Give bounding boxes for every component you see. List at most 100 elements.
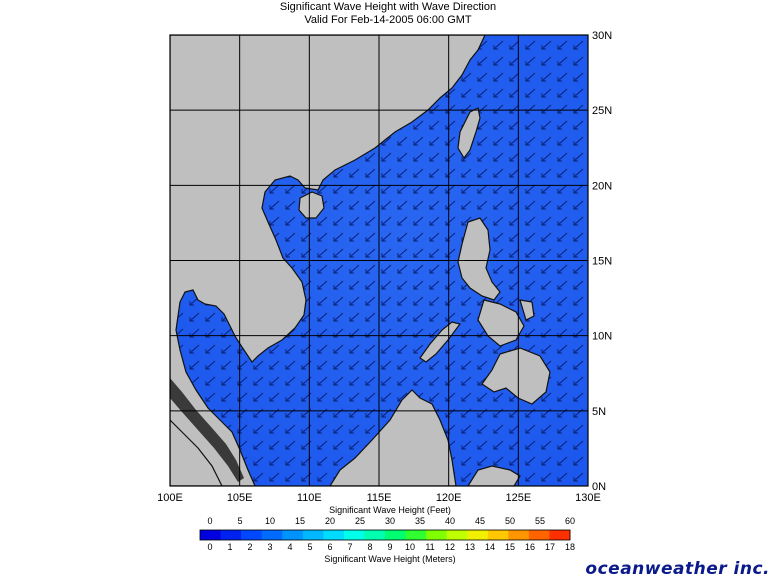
wave-arrow [493, 88, 504, 98]
wave-arrow [333, 216, 344, 226]
wave-arrow [365, 200, 376, 210]
wave-arrow [413, 264, 424, 274]
lat-label: 20N [592, 180, 612, 192]
wave-arrow [413, 248, 424, 258]
wave-arrow [269, 360, 280, 370]
wave-arrow [365, 376, 376, 386]
wave-arrow [413, 168, 424, 178]
wave-arrow [429, 312, 440, 322]
lat-label: 0N [592, 481, 606, 493]
wave-arrow [349, 376, 360, 386]
wave-arrow [461, 152, 472, 162]
wave-arrow [253, 392, 264, 402]
lon-label: 105E [227, 492, 253, 504]
wave-arrow [461, 72, 472, 82]
wave-arrow [397, 264, 408, 274]
legend-meter-tick: 15 [505, 542, 515, 552]
wave-arrow [205, 392, 216, 402]
lat-label: 30N [592, 30, 612, 42]
wave-arrow [493, 216, 504, 226]
legend-feet-tick: 30 [385, 516, 395, 526]
wave-arrow [557, 312, 568, 322]
wave-arrow [461, 88, 472, 98]
wave-arrow [525, 56, 536, 66]
wave-arrow [541, 296, 552, 306]
wave-arrow [349, 264, 360, 274]
wave-arrow [349, 200, 360, 210]
wave-arrow [333, 312, 344, 322]
wave-arrow [429, 280, 440, 290]
wave-arrow [493, 136, 504, 146]
legend-meter-tick: 18 [565, 542, 575, 552]
wave-arrow [493, 168, 504, 178]
wave-arrow [365, 392, 376, 402]
wave-arrow [381, 248, 392, 258]
wave-arrow [573, 424, 584, 434]
wave-arrow [573, 136, 584, 146]
wave-arrow [525, 184, 536, 194]
wave-arrow [221, 360, 232, 370]
wave-arrow [349, 424, 360, 434]
wave-arrow [413, 280, 424, 290]
wave-arrow [461, 472, 472, 482]
legend-meter-tick: 4 [287, 542, 292, 552]
wave-arrow [557, 152, 568, 162]
wave-arrow [349, 440, 360, 450]
wave-arrow [381, 168, 392, 178]
wave-arrow [413, 216, 424, 226]
wave-arrow [573, 312, 584, 322]
legend-meter-tick: 0 [207, 542, 212, 552]
wave-arrow [253, 360, 264, 370]
wave-arrow [461, 312, 472, 322]
wave-arrow [285, 376, 296, 386]
wave-arrow [573, 264, 584, 274]
wave-arrow [541, 440, 552, 450]
lat-label: 15N [592, 256, 612, 268]
wave-arrow [285, 232, 296, 242]
wave-arrow [317, 392, 328, 402]
wave-arrow [349, 344, 360, 354]
wave-arrow [365, 264, 376, 274]
wave-arrow [477, 200, 488, 210]
wave-arrow [397, 344, 408, 354]
wave-arrow [349, 392, 360, 402]
wave-arrow [493, 200, 504, 210]
legend-meter-tick: 14 [485, 542, 495, 552]
land-mainland [170, 35, 486, 486]
wave-arrow [477, 360, 488, 370]
wave-arrow [317, 264, 328, 274]
wave-arrow [493, 456, 504, 466]
wave-arrow [413, 136, 424, 146]
wave-arrow [573, 280, 584, 290]
land-taiwan [457, 107, 481, 160]
wave-arrow [317, 376, 328, 386]
wave-arrow [333, 280, 344, 290]
wave-arrow [397, 296, 408, 306]
legend-feet-tick: 45 [475, 516, 485, 526]
wave-arrow [573, 296, 584, 306]
map-subtitle: Valid For Feb-14-2005 06:00 GMT [304, 14, 472, 26]
wave-arrow [349, 216, 360, 226]
wave-arrow [205, 344, 216, 354]
wave-arrow [429, 248, 440, 258]
wave-arrow [381, 200, 392, 210]
latitude-labels: 30N 25N 20N 15N 10N 5N 0N [592, 30, 612, 493]
wave-arrow [429, 168, 440, 178]
wave-arrow [541, 312, 552, 322]
wave-arrow [205, 360, 216, 370]
wave-arrow [461, 360, 472, 370]
wave-arrow [285, 344, 296, 354]
legend-meter-tick: 6 [327, 542, 332, 552]
wave-arrow [493, 424, 504, 434]
wave-arrow [557, 296, 568, 306]
legend-meter-tick: 11 [425, 542, 434, 552]
wave-arrow [317, 344, 328, 354]
wave-arrow [525, 424, 536, 434]
wave-arrow [221, 392, 232, 402]
wave-arrow [541, 56, 552, 66]
wave-arrow [573, 72, 584, 82]
wave-arrow [381, 152, 392, 162]
wave-arrow [397, 184, 408, 194]
wave-arrow [429, 216, 440, 226]
wave-arrow [461, 200, 472, 210]
